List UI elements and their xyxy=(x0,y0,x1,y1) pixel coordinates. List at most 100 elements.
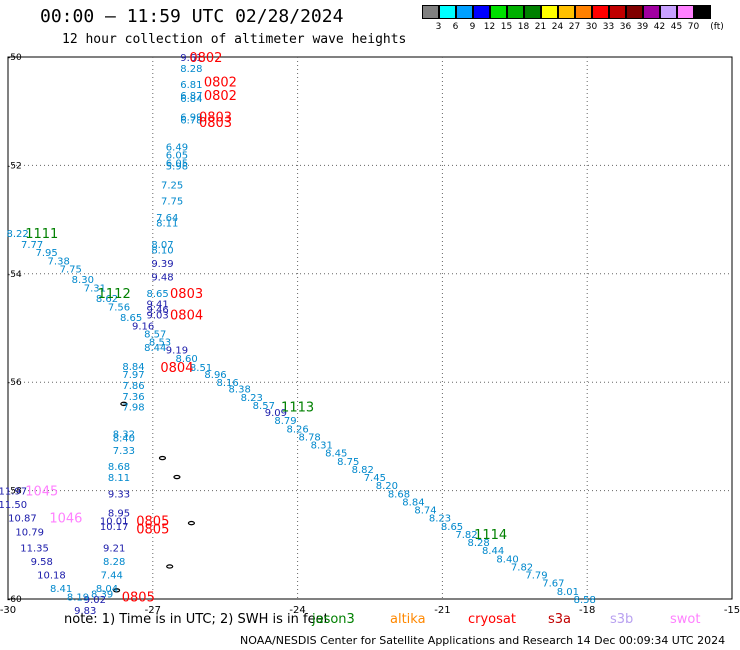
wave-height-reading: 8.68 xyxy=(388,489,410,500)
wave-height-reading: 8.65 xyxy=(441,522,463,533)
wave-height-reading: 8.40 xyxy=(496,554,518,565)
legend-swatch xyxy=(626,5,643,19)
legend-swatch xyxy=(507,5,524,19)
island-outline xyxy=(166,564,174,569)
wave-height-reading: 8.96 xyxy=(204,370,226,381)
legend-label: 24 xyxy=(551,22,564,32)
wave-height-reading: 8.31 xyxy=(311,441,333,452)
legend-unit: (ft) xyxy=(710,22,724,32)
chart-subtitle: 12 hour collection of altimeter wave hei… xyxy=(62,32,407,47)
chart-title: 00:00 – 11:59 UTC 02/28/2024 xyxy=(40,6,344,27)
wave-height-reading: 7.97 xyxy=(122,370,144,381)
satellite-label-altika: altika xyxy=(390,612,426,627)
legend-swatch xyxy=(609,5,626,19)
wave-height-reading: 9.39 xyxy=(151,259,173,270)
wave-height-reading: 5.98 xyxy=(166,161,188,172)
wave-height-reading: 9.02 xyxy=(84,595,106,606)
wave-height-reading: 9.03 xyxy=(146,310,168,321)
pass-number-label: 1112 xyxy=(98,287,131,302)
wave-height-reading: 6.99 xyxy=(180,113,202,124)
legend-swatch xyxy=(558,5,575,19)
island-outline xyxy=(187,520,196,526)
legend-label: 70 xyxy=(687,22,700,32)
pass-number-label: 0805 xyxy=(136,514,169,529)
legend-label: 15 xyxy=(500,22,513,32)
pass-number-label: 0805 xyxy=(122,590,155,605)
wave-height-reading: 8.51 xyxy=(190,363,212,374)
legend-label: 3 xyxy=(435,22,442,32)
pass-number-label: 0802 xyxy=(204,89,237,104)
wave-height-reading: 8.57 xyxy=(144,329,166,340)
pass-number-label: 0802 xyxy=(204,75,237,90)
legend-label: 39 xyxy=(636,22,649,32)
wave-height-reading: 9.33 xyxy=(108,489,130,500)
satellite-label-swot: swot xyxy=(670,612,701,627)
legend-label: 33 xyxy=(602,22,615,32)
wave-height-reading: 8.01 xyxy=(557,587,579,598)
wave-height-reading: 6.49 xyxy=(166,142,188,153)
longitude-tick-label: -21 xyxy=(434,605,450,616)
wave-height-reading: 8.65 xyxy=(146,289,168,300)
wave-height-reading: 8.60 xyxy=(175,354,197,365)
pass-number-label: 0805 xyxy=(136,523,169,538)
wave-height-reading: 7.67 xyxy=(542,579,564,590)
wave-height-reading: 8.32 xyxy=(113,430,135,441)
wave-height-reading: 8.11 xyxy=(108,473,130,484)
pass-number-label: 0803 xyxy=(170,287,203,302)
pass-number-label: 0804 xyxy=(170,308,203,323)
wave-height-reading: 8.44 xyxy=(144,343,166,354)
wave-height-reading: 8.58 xyxy=(574,595,596,606)
credit-line: NOAA/NESDIS Center for Satellite Applica… xyxy=(240,634,726,647)
wave-height-reading: 8.28 xyxy=(103,557,125,568)
wave-height-reading: 10.87 xyxy=(8,514,37,525)
wave-height-reading: 7.56 xyxy=(108,302,130,313)
legend-swatch xyxy=(524,5,541,19)
longitude-tick-label: -24 xyxy=(289,605,305,616)
wave-height-reading: 6.78 xyxy=(180,115,202,126)
latitude-tick-label: -50 xyxy=(7,53,22,63)
legend-swatch xyxy=(473,5,490,19)
wave-height-reading: 8.74 xyxy=(414,506,436,517)
legend-label: 42 xyxy=(653,22,666,32)
wave-height-reading: 7.31 xyxy=(84,283,106,294)
wave-height-reading: 8.41 xyxy=(50,584,72,595)
wave-height-reading: 8.44 xyxy=(482,546,504,557)
island-outline xyxy=(120,401,128,407)
wave-height-reading: 8.23 xyxy=(241,393,263,404)
wave-height-reading: 8.57 xyxy=(253,401,275,412)
wave-height-reading: 7.44 xyxy=(101,571,123,582)
wave-height-reading: 8.62 xyxy=(96,294,118,305)
wave-height-reading: 11.97 xyxy=(0,487,27,498)
wave-height-reading: 6.81 xyxy=(180,80,202,91)
legend-swatch xyxy=(592,5,609,19)
wave-height-reading: 8.39 xyxy=(91,590,113,601)
wave-height-reading: 8.10 xyxy=(151,245,173,256)
legend-label: 21 xyxy=(534,22,547,32)
pass-number-label: 1113 xyxy=(281,401,314,416)
wave-height-reading: 7.25 xyxy=(161,180,183,191)
wave-height-reading: 9.09 xyxy=(265,408,287,419)
longitude-tick-label: -15 xyxy=(724,605,740,616)
latitude-tick-label: -56 xyxy=(7,378,22,388)
legend-swatch xyxy=(677,5,694,19)
wave-height-reading: 7.82 xyxy=(455,530,477,541)
wave-height-reading: 8.07 xyxy=(151,240,173,251)
wave-height-reading: 8.19 xyxy=(67,592,89,603)
legend-label: 30 xyxy=(585,22,598,32)
wave-height-reading: 8.53 xyxy=(149,338,171,349)
wave-height-reading: 9.83 xyxy=(74,606,96,617)
wave-height-reading: 8.22 xyxy=(7,229,29,240)
longitude-tick-label: -18 xyxy=(579,605,595,616)
wave-height-reading: 9.41 xyxy=(146,300,168,311)
legend-label: 36 xyxy=(619,22,632,32)
latitude-tick-label: -54 xyxy=(7,270,22,280)
wave-height-reading: 7.77 xyxy=(21,240,43,251)
wave-height-reading: 6.05 xyxy=(166,159,188,170)
legend-label: 18 xyxy=(517,22,530,32)
satellite-label-s3a: s3a xyxy=(548,612,572,627)
legend-swatch xyxy=(541,5,558,19)
legend-label: 9 xyxy=(469,22,476,32)
legend-swatch xyxy=(422,5,439,19)
pass-number-label: 1046 xyxy=(49,512,82,527)
